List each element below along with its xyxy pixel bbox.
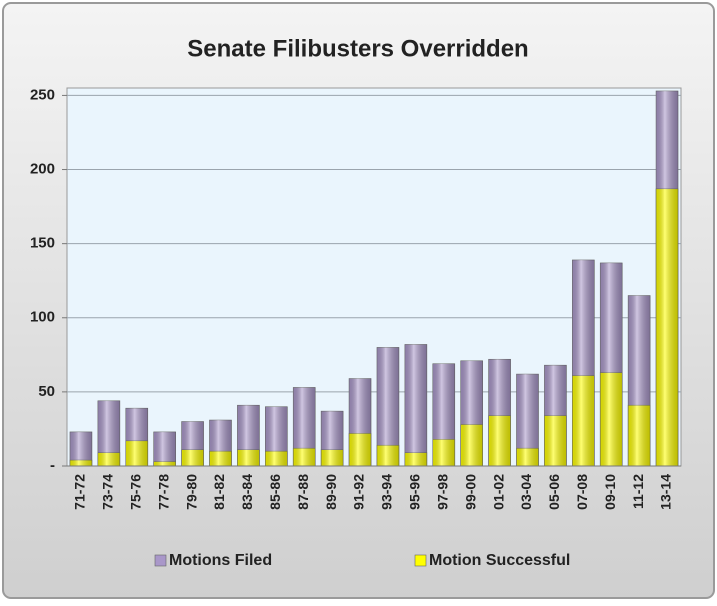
bar-shine bbox=[460, 424, 483, 466]
bar-shine bbox=[181, 449, 204, 466]
bar-shine bbox=[153, 431, 176, 466]
x-tick-label: 73-74 bbox=[100, 474, 116, 510]
bar-shine bbox=[209, 451, 232, 466]
x-tick-label: 83-84 bbox=[239, 474, 255, 510]
legend-label: Motion Successful bbox=[429, 552, 570, 569]
x-tick-label: 93-94 bbox=[379, 474, 395, 510]
x-tick-label: 95-96 bbox=[407, 474, 423, 510]
bar-shine bbox=[97, 400, 120, 466]
bar-shine bbox=[125, 440, 148, 466]
x-tick-label: 89-90 bbox=[323, 474, 339, 510]
bar-shine bbox=[293, 448, 316, 466]
bar-shine bbox=[656, 188, 679, 467]
legend-label: Motions Filed bbox=[169, 552, 272, 569]
x-tick-label: 99-00 bbox=[462, 474, 478, 510]
x-tick-label: 87-88 bbox=[295, 474, 311, 510]
bar-shine bbox=[69, 431, 92, 466]
bar-shine bbox=[237, 449, 260, 466]
bar-shine bbox=[628, 405, 651, 466]
bar-shine bbox=[404, 344, 427, 466]
x-tick-label: 03-04 bbox=[518, 474, 534, 510]
x-tick-label: 91-92 bbox=[351, 474, 367, 510]
bar-shine bbox=[349, 433, 372, 466]
legend-swatch bbox=[154, 554, 167, 567]
bar-shine bbox=[432, 439, 455, 466]
y-tick-label: 250 bbox=[30, 86, 55, 103]
x-tick-label: 13-14 bbox=[658, 474, 674, 510]
x-tick-label: 97-98 bbox=[434, 474, 450, 510]
bar-shine bbox=[488, 415, 511, 466]
y-tick-label: 150 bbox=[30, 235, 55, 252]
y-tick-label: 100 bbox=[30, 309, 55, 326]
bar-shine bbox=[265, 451, 288, 466]
y-tick-label: 50 bbox=[38, 383, 55, 400]
bar-shine bbox=[97, 452, 120, 466]
x-tick-label: 05-06 bbox=[546, 474, 562, 510]
y-tick-label: - bbox=[50, 457, 55, 474]
bar-shine bbox=[293, 387, 316, 466]
bar-shine bbox=[69, 460, 92, 466]
x-tick-label: 09-10 bbox=[602, 474, 618, 510]
bar-shine bbox=[516, 374, 539, 466]
legend-swatch bbox=[414, 554, 427, 567]
x-tick-label: 81-82 bbox=[211, 474, 227, 510]
bar-shine bbox=[321, 449, 344, 466]
y-tick-label: 200 bbox=[30, 160, 55, 177]
bar-shine bbox=[600, 372, 623, 466]
x-tick-label: 07-08 bbox=[574, 474, 590, 510]
x-tick-label: 79-80 bbox=[183, 474, 199, 510]
chart-title: Senate Filibusters Overridden bbox=[187, 35, 528, 62]
bar-shine bbox=[516, 448, 539, 466]
bar-shine bbox=[572, 375, 595, 466]
bar-shine bbox=[153, 461, 176, 466]
bar-shine bbox=[376, 347, 399, 466]
x-tick-label: 77-78 bbox=[155, 474, 171, 510]
bar-shine bbox=[544, 415, 567, 466]
x-tick-label: 75-76 bbox=[127, 474, 143, 510]
bar-shine bbox=[376, 445, 399, 466]
x-tick-label: 01-02 bbox=[490, 474, 506, 510]
bar-shine bbox=[404, 452, 427, 466]
x-tick-label: 71-72 bbox=[72, 474, 88, 510]
x-tick-label: 11-12 bbox=[630, 474, 646, 509]
x-tick-label: 85-86 bbox=[267, 474, 283, 510]
